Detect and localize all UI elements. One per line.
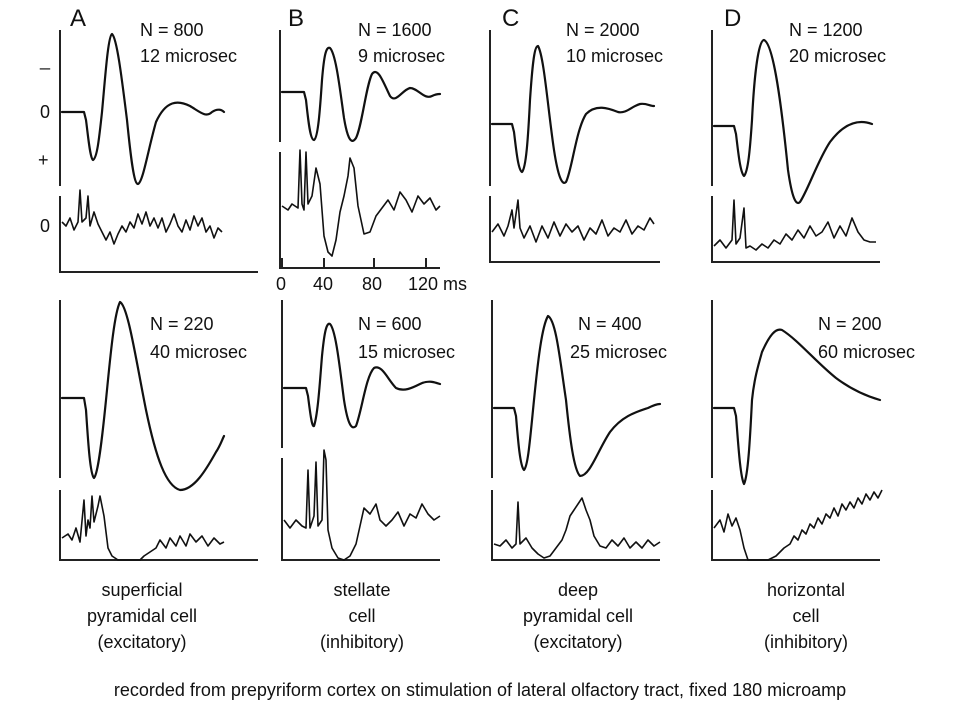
panel-b-bottom-n: N = 600 <box>358 314 422 334</box>
caption-a-line-2: pyramidal cell <box>87 606 197 626</box>
panel-c-bottom-time: 25 microsec <box>570 342 667 362</box>
panel-a-bottom-n: N = 220 <box>150 314 214 334</box>
panel-b-bottom-histogram-trace <box>283 449 441 561</box>
caption-a-line-1: superficial <box>101 580 182 600</box>
panel-c-top-histogram-trace <box>491 199 655 243</box>
time-label-40: 40 <box>313 274 333 294</box>
axis-mark-plus: + <box>38 150 49 170</box>
panel-b-top-axis <box>279 30 440 269</box>
axis-mark-zero-bottom: 0 <box>40 216 50 236</box>
panel-c-bottom-average-trace <box>492 314 662 478</box>
time-label-120: 120 ms <box>408 274 467 294</box>
panel-a-bottom-time: 40 microsec <box>150 342 247 362</box>
panel-d-bottom-time: 60 microsec <box>818 342 915 362</box>
panel-a-top-n: N = 800 <box>140 20 204 40</box>
panel-d-bottom-histogram-trace <box>713 489 883 561</box>
panel-a-bottom-histogram-trace <box>61 495 225 561</box>
panel-d-top-time: 20 microsec <box>789 46 886 66</box>
panel-b-top-average-trace <box>280 46 442 142</box>
time-label-0: 0 <box>276 274 286 294</box>
time-label-80: 80 <box>362 274 382 294</box>
panel-c-top-time: 10 microsec <box>566 46 663 66</box>
panel-a-top-histogram-trace <box>61 189 223 245</box>
panel-d-top-average-trace <box>712 38 874 205</box>
caption-c-line-3: (excitatory) <box>533 632 622 652</box>
panel-c-bottom-n: N = 400 <box>578 314 642 334</box>
panel-c-top-axis <box>489 30 660 263</box>
panel-c-bottom-histogram-trace <box>493 497 661 559</box>
panel-b-bottom-time: 15 microsec <box>358 342 455 362</box>
panel-a-top-axis <box>59 30 258 273</box>
caption-c-line-2: pyramidal cell <box>523 606 633 626</box>
panel-b-bottom-average-trace <box>282 322 442 429</box>
panel-c-top-average-trace <box>490 44 656 184</box>
caption-d-line-3: (inhibitory) <box>764 632 848 652</box>
panel-b-top-histogram-trace <box>281 149 441 257</box>
panel-b-top-n: N = 1600 <box>358 20 432 40</box>
caption-c-line-1: deep <box>558 580 598 600</box>
axis-mark-minus: _ <box>39 50 51 71</box>
panel-a-top-time: 12 microsec <box>140 46 237 66</box>
panel-d-top-n: N = 1200 <box>789 20 863 40</box>
caption-b-line-3: (inhibitory) <box>320 632 404 652</box>
caption-b-line-2: cell <box>348 606 375 626</box>
panel-c-bottom-axis <box>491 300 660 561</box>
axis-mark-zero-top: 0 <box>40 102 50 122</box>
panel-b-bottom-axis <box>281 300 440 561</box>
panel-d-bottom-average-trace <box>712 328 882 486</box>
caption-d-line-1: horizontal <box>767 580 845 600</box>
panel-letter-d: D <box>724 5 741 32</box>
panel-a-top-average-trace <box>60 32 226 186</box>
panel-d-top-histogram-trace <box>713 199 876 251</box>
panel-d-bottom-n: N = 200 <box>818 314 882 334</box>
panel-b-top-time: 9 microsec <box>358 46 445 66</box>
panel-a-bottom-average-trace <box>60 300 226 492</box>
caption-a-line-3: (excitatory) <box>97 632 186 652</box>
panel-letter-c: C <box>502 5 519 32</box>
panel-letter-b: B <box>288 5 304 32</box>
panel-c-top-n: N = 2000 <box>566 20 640 40</box>
panel-d-bottom-axis <box>711 300 880 561</box>
caption-b-line-1: stellate <box>333 580 390 600</box>
caption-d-line-2: cell <box>792 606 819 626</box>
figure-footer-caption: recorded from prepyriform cortex on stim… <box>114 680 846 700</box>
panel-letter-a: A <box>70 5 86 32</box>
panel-a-bottom-axis <box>59 300 258 561</box>
panel-d-top-axis <box>711 30 880 263</box>
